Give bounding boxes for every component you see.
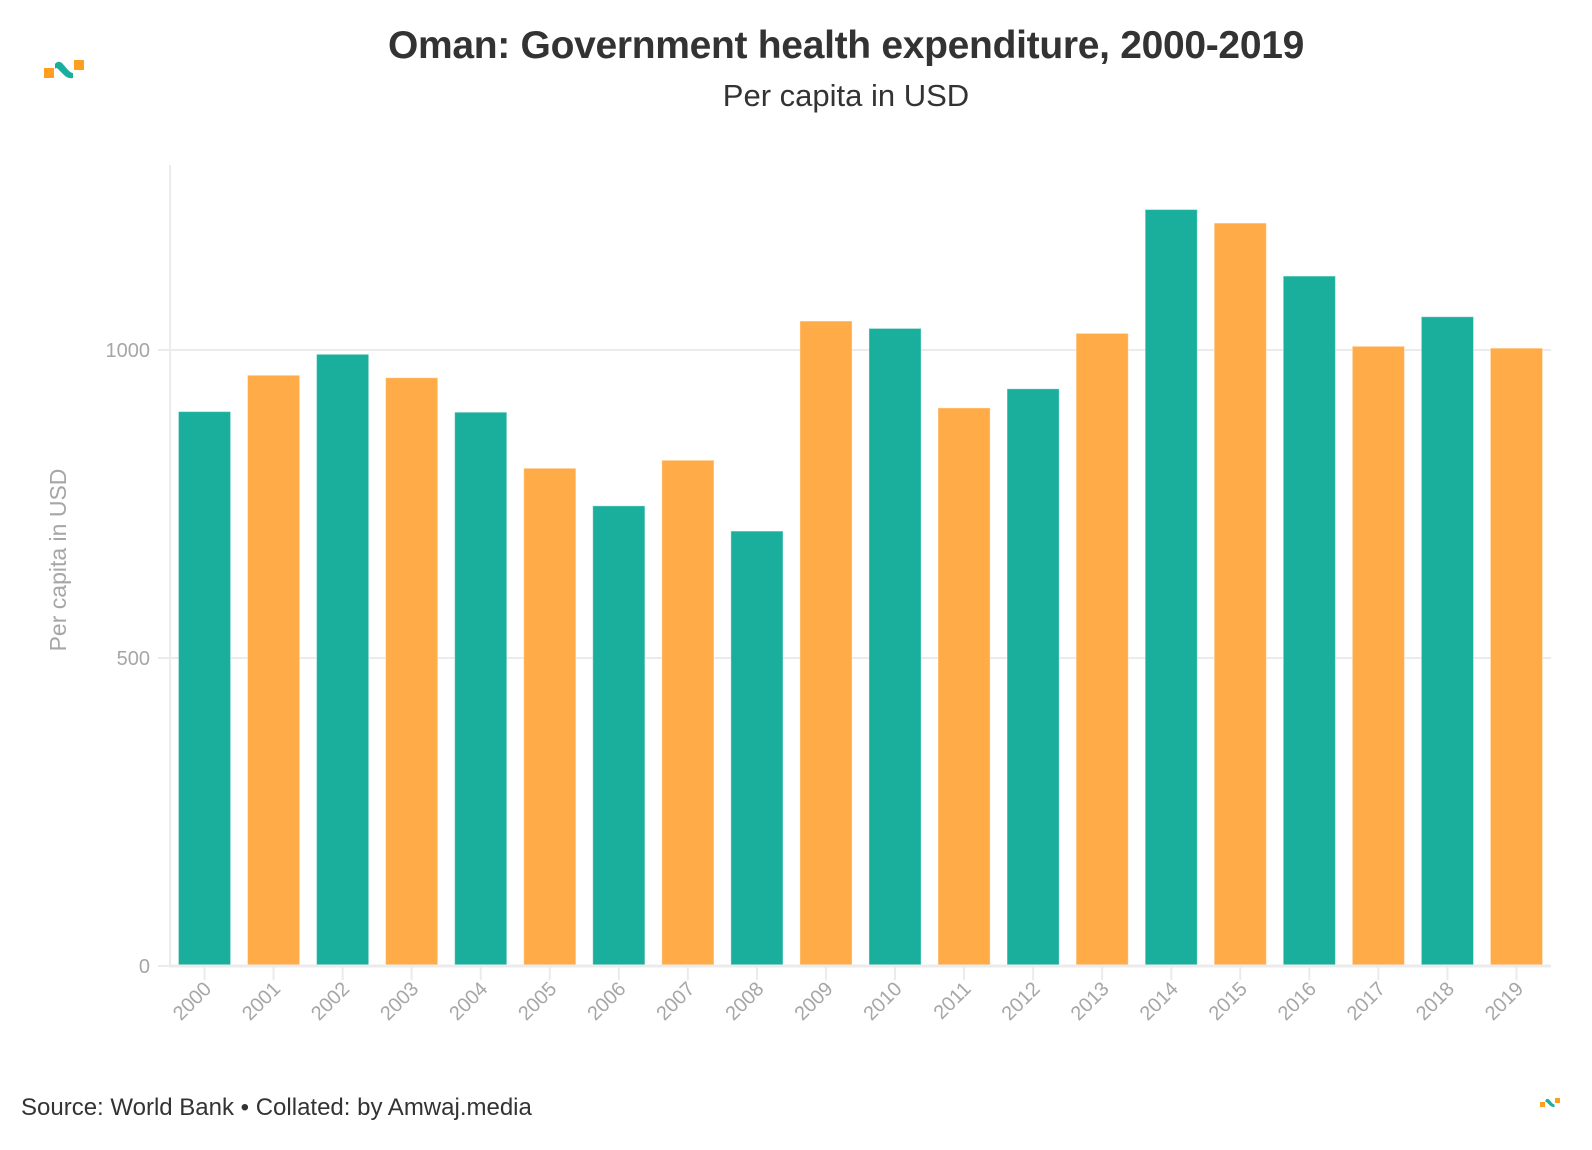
amwaj-logo-icon	[44, 60, 84, 79]
x-tick-label-2000: 2000	[169, 978, 216, 1025]
axes	[169, 165, 1551, 980]
x-tick-label-2011: 2011	[930, 978, 976, 1024]
bar-2015	[1213, 222, 1267, 967]
chart-title: Oman: Government health expenditure, 200…	[387, 24, 1304, 67]
bar-2007	[661, 459, 715, 967]
bar-2003	[385, 377, 439, 967]
x-tick-label-2012: 2012	[998, 978, 1045, 1025]
bar-2013	[1075, 332, 1129, 967]
x-tick-label-2013: 2013	[1067, 978, 1114, 1025]
bar-2011	[937, 407, 991, 967]
amwaj-logo-small-icon	[1540, 1098, 1560, 1108]
chart-subtitle: Per capita in USD	[722, 78, 970, 113]
y-tick-label-0: 0	[139, 956, 150, 978]
x-tick-label-2008: 2008	[721, 978, 768, 1025]
x-tick-label-2014: 2014	[1136, 978, 1183, 1025]
x-tick-label-2017: 2017	[1343, 978, 1390, 1025]
x-tick-label-2004: 2004	[445, 978, 492, 1025]
bar-2010	[868, 327, 922, 967]
x-tick-label-2003: 2003	[376, 978, 423, 1025]
bar-2012	[1006, 388, 1060, 967]
bar-2004	[454, 411, 508, 967]
bar-2016	[1282, 275, 1336, 967]
x-tick-label-2016: 2016	[1274, 978, 1321, 1025]
x-tick-label-2005: 2005	[514, 978, 561, 1025]
bar-2017	[1351, 345, 1405, 967]
x-tick-label-2002: 2002	[307, 978, 354, 1025]
bar-2006	[592, 505, 646, 967]
x-tick-label-2010: 2010	[860, 978, 907, 1025]
bar-2008	[730, 530, 784, 967]
bars	[177, 209, 1544, 967]
x-tick-label-2001: 2001	[238, 978, 285, 1025]
x-tick-label-2015: 2015	[1205, 978, 1252, 1025]
y-tick-label-500: 500	[117, 648, 150, 670]
bar-2019	[1489, 347, 1544, 967]
bar-2009	[799, 320, 853, 967]
bar-2014	[1144, 209, 1198, 967]
x-tick-label-2009: 2009	[790, 978, 837, 1025]
y-tick-label-1000: 1000	[106, 340, 151, 362]
source-footer: Source: World Bank • Collated: by Amwaj.…	[21, 1094, 532, 1121]
x-tick-label-2006: 2006	[583, 978, 630, 1025]
x-tick-label-2019: 2019	[1481, 978, 1528, 1025]
bar-2001	[247, 374, 301, 967]
x-tick-label-2018: 2018	[1412, 978, 1459, 1025]
bar-2018	[1420, 316, 1474, 967]
x-tick-label-2007: 2007	[652, 978, 699, 1025]
bar-2000	[177, 411, 232, 967]
bar-2005	[523, 467, 577, 967]
y-axis-title: Per capita in USD	[45, 469, 71, 652]
bar-2002	[316, 353, 370, 967]
